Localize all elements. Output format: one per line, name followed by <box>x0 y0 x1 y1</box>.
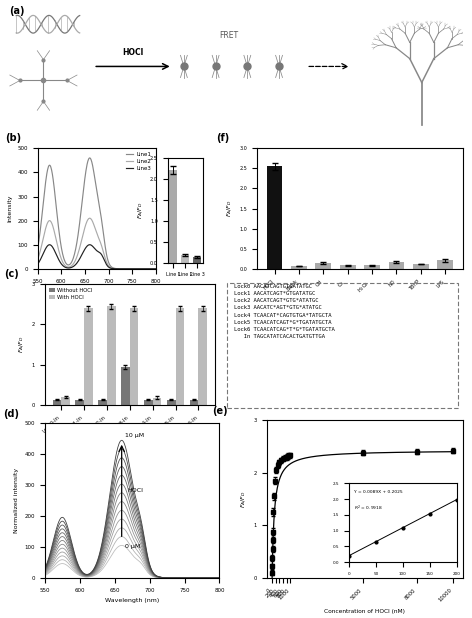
Text: (b): (b) <box>5 133 21 143</box>
Line3 <box>142 265 148 273</box>
Y-axis label: $F_A/F_D$: $F_A/F_D$ <box>239 490 248 508</box>
Bar <box>61 397 70 405</box>
Line2 <box>108 264 113 271</box>
Text: Lock0 AACATCAGTGTGATATGC
Lock1 AACATCAGT*GTGATATGC
Lock2 AACATCAGT*GTG*ATATGC
Lo: Lock0 AACATCAGTGTGATATGC Lock1 AACATCAGT… <box>234 284 335 339</box>
Bar <box>198 308 207 405</box>
Line2 <box>87 214 93 222</box>
Line2 <box>106 262 111 269</box>
Bar <box>98 400 107 405</box>
Bar <box>152 397 161 405</box>
Line3 <box>135 265 141 273</box>
Bar <box>107 307 116 405</box>
Bar <box>267 166 282 269</box>
Line3 <box>106 263 111 271</box>
Y-axis label: $F_A/F_D$: $F_A/F_D$ <box>136 201 144 219</box>
Bar <box>144 400 152 405</box>
Line3 <box>153 265 159 273</box>
Line3 <box>87 241 93 248</box>
Line1 <box>153 265 159 273</box>
Text: 10 μM: 10 μM <box>125 433 144 438</box>
Line1 <box>106 258 111 266</box>
Y-axis label: $F_A/F_D$: $F_A/F_D$ <box>226 200 234 218</box>
Line1 <box>142 265 148 273</box>
Bar <box>130 308 138 405</box>
Line2 <box>35 254 41 261</box>
X-axis label: Concentration of HOCl (nM): Concentration of HOCl (nM) <box>324 609 405 614</box>
Line2 <box>153 265 159 273</box>
Bar <box>291 266 307 269</box>
Line1 <box>87 154 93 162</box>
Line2 <box>105 261 111 269</box>
Text: (c): (c) <box>4 269 19 279</box>
Legend: Line1, Line2, Line3: Line1, Line2, Line3 <box>125 151 153 172</box>
Y-axis label: $F_A/F_D$: $F_A/F_D$ <box>17 336 26 353</box>
Line1 <box>108 262 113 269</box>
Line1 <box>35 244 41 252</box>
Text: (d): (d) <box>3 409 19 419</box>
Bar <box>167 400 176 405</box>
Bar <box>340 265 355 269</box>
Bar <box>388 262 405 269</box>
Bar <box>413 264 429 269</box>
Bar <box>190 400 198 405</box>
Line3 <box>35 260 41 267</box>
X-axis label: Wavelength (nm): Wavelength (nm) <box>70 289 124 294</box>
Bar <box>194 256 202 263</box>
Text: (a): (a) <box>9 6 25 16</box>
Bar <box>169 170 177 263</box>
Line3 <box>105 263 111 270</box>
Legend: Without HOCl, With HOCl: Without HOCl, With HOCl <box>48 287 93 300</box>
Bar <box>364 265 380 269</box>
Line3 <box>108 265 113 272</box>
Text: (f): (f) <box>216 133 229 143</box>
Line3 <box>35 260 41 268</box>
Bar <box>181 255 189 263</box>
Text: HOCl: HOCl <box>122 48 143 57</box>
Bar <box>84 308 93 405</box>
Bar <box>438 260 453 269</box>
Text: HOCl: HOCl <box>127 488 143 493</box>
Line2 <box>142 265 148 273</box>
Line: Line1: Line1 <box>38 158 156 269</box>
Bar <box>76 400 84 405</box>
Y-axis label: Intensity: Intensity <box>7 195 12 222</box>
Bar <box>176 308 184 405</box>
Y-axis label: Normalized intensity: Normalized intensity <box>14 468 19 533</box>
Line: Line2: Line2 <box>38 218 156 269</box>
X-axis label: Wavelength (nm): Wavelength (nm) <box>105 598 159 603</box>
Bar <box>315 263 331 269</box>
Bar <box>52 400 61 405</box>
Text: (e): (e) <box>212 406 228 416</box>
Text: FRET: FRET <box>219 32 239 40</box>
Line2 <box>35 255 41 263</box>
Line1 <box>135 265 141 273</box>
Text: 0 μM: 0 μM <box>125 544 141 549</box>
Bar <box>121 366 130 405</box>
Line2 <box>135 265 141 273</box>
Line1 <box>35 242 41 249</box>
Line1 <box>105 257 111 265</box>
Line: Line3: Line3 <box>38 245 156 269</box>
